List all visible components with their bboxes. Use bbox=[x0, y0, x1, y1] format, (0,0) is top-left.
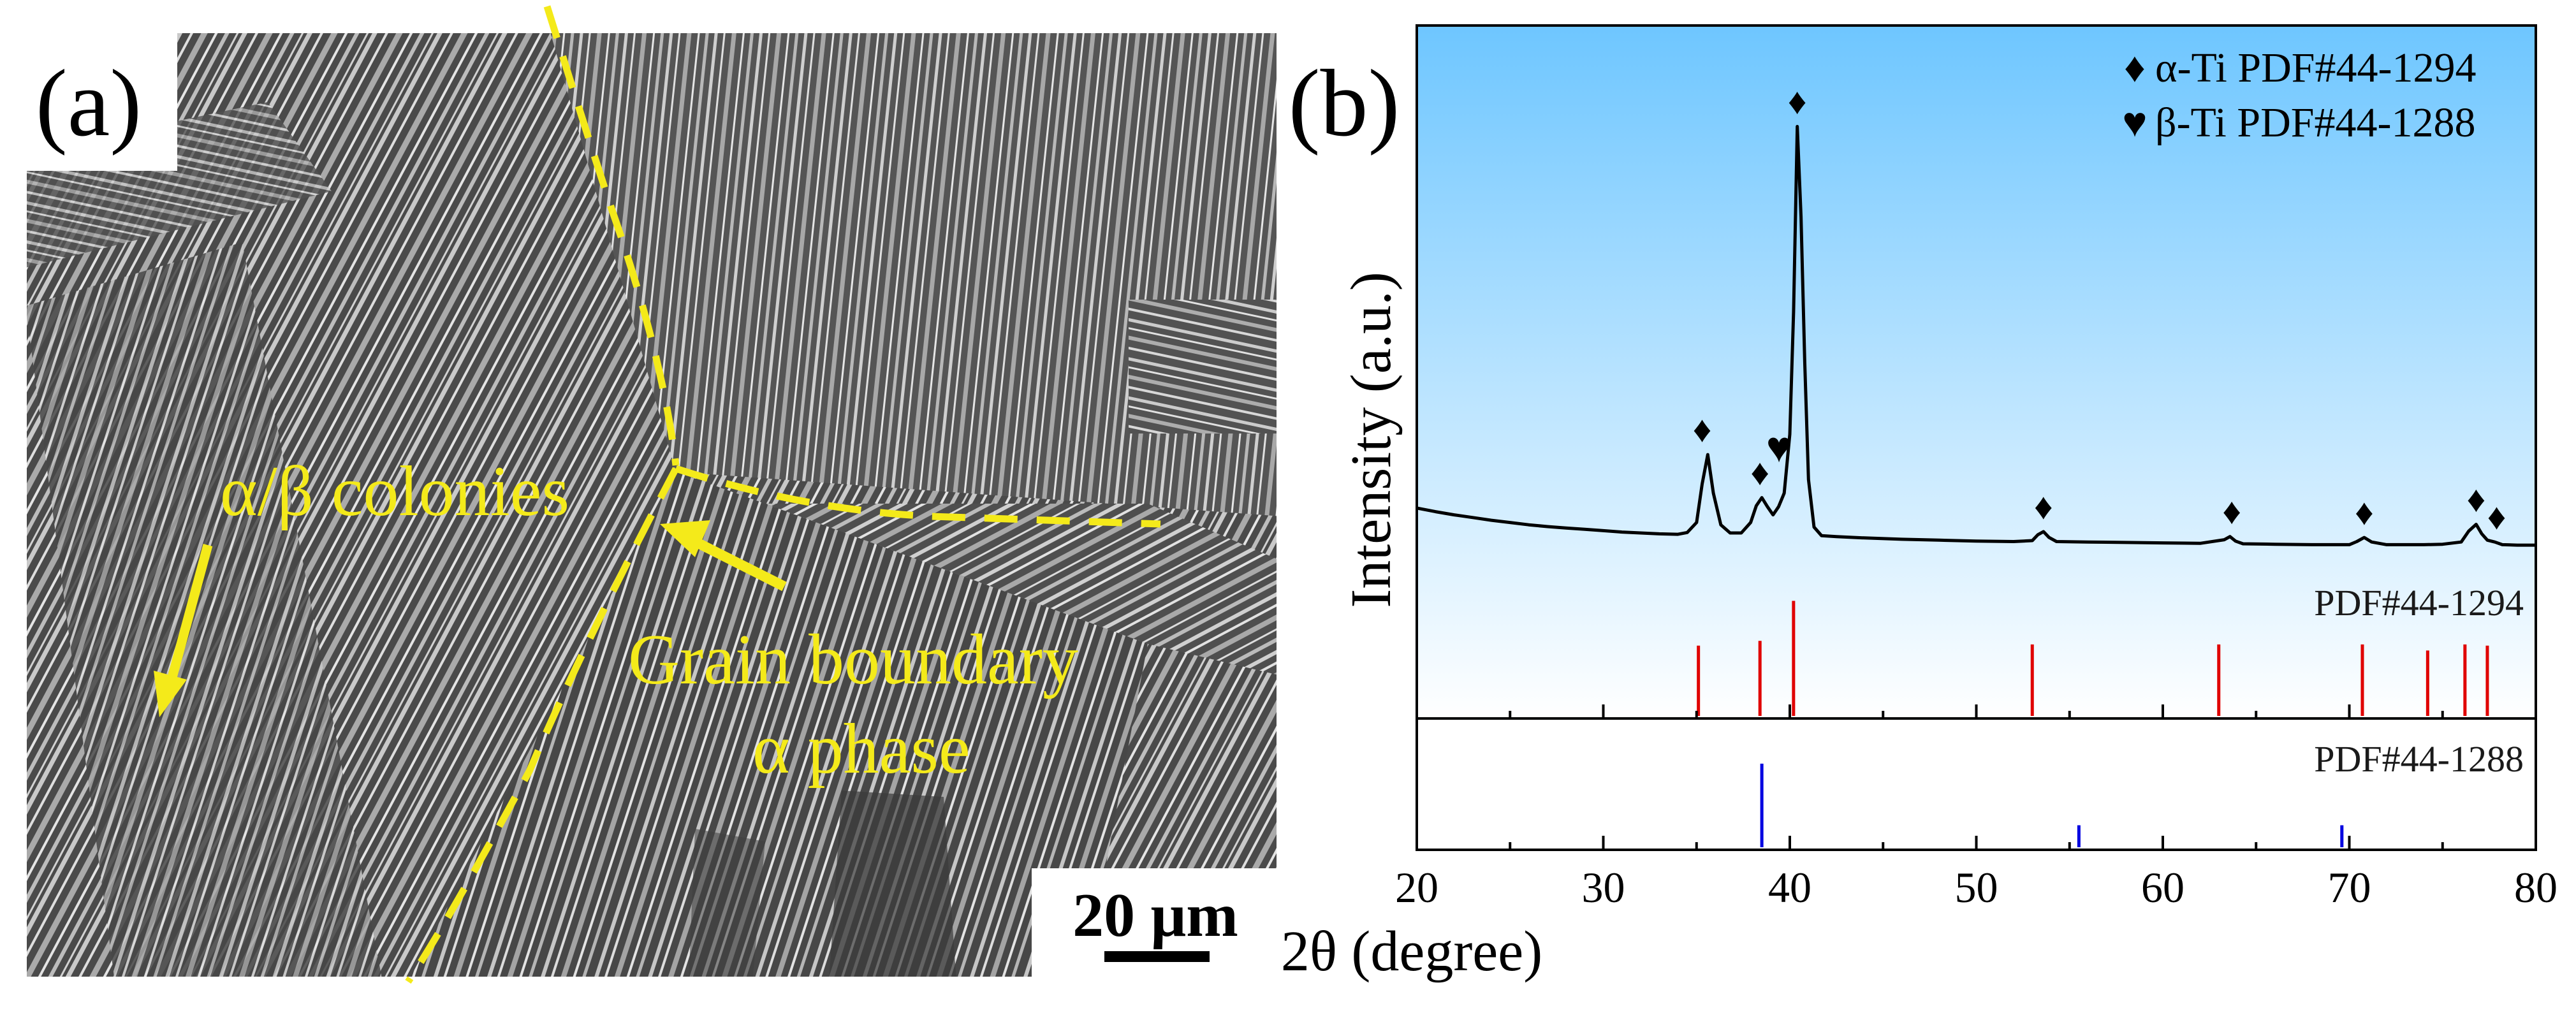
x-tick-label: 20 bbox=[1395, 863, 1438, 912]
xrd-panel: (b) 20 30 40 50 60 70 80 ♦♦♥♦♦ ♦ ♦ ♦ ♦ PDF#44-1294… bbox=[1281, 24, 2558, 983]
x-tick-label: 80 bbox=[2514, 863, 2558, 912]
grain-boundary-lower bbox=[405, 467, 679, 984]
alpha-peak-marker: ♦ bbox=[2222, 491, 2241, 532]
x-tick-label: 30 bbox=[1582, 863, 1625, 912]
scale-bar-box bbox=[1032, 868, 1277, 1010]
x-tick-label: 50 bbox=[1955, 863, 1998, 912]
alpha-peak-marker: ♦ bbox=[1693, 409, 1712, 450]
reference-label-beta: PDF#44-1288 bbox=[2314, 738, 2524, 780]
legend-label-alpha: α-Ti PDF#44-1294 bbox=[2155, 45, 2476, 91]
sem-micrograph bbox=[27, 33, 1277, 977]
legend-symbol-beta: ♥ bbox=[2122, 99, 2147, 146]
alpha-peak-marker: ♦ bbox=[1750, 452, 1769, 493]
axis-ticks: 20 30 40 50 60 70 80 bbox=[1395, 704, 2558, 912]
alpha-peak-marker: ♦ bbox=[1788, 80, 1807, 122]
scale-bar-label: 20 μm bbox=[1072, 881, 1238, 950]
boundary-annotation-line1: Grain boundary bbox=[628, 620, 1078, 699]
plot-background bbox=[1417, 26, 2536, 718]
peak-markers: ♦♦♥♦♦ ♦ ♦ ♦ ♦ bbox=[1693, 80, 2506, 537]
plot-frame bbox=[1416, 24, 2537, 851]
alpha-peak-marker: ♦ bbox=[2487, 496, 2506, 537]
annotation-arrows bbox=[154, 520, 787, 717]
boundary-arrow bbox=[696, 538, 787, 592]
colonies-annotation: α/β colonies bbox=[220, 452, 569, 531]
panel-label-b: (b) bbox=[1289, 50, 1400, 156]
legend-symbol-alpha: ♦ bbox=[2124, 45, 2146, 91]
reference-background bbox=[1417, 718, 2536, 850]
colonies-arrowhead bbox=[154, 671, 187, 717]
x-tick-label: 60 bbox=[2141, 863, 2184, 912]
reference-label-alpha: PDF#44-1294 bbox=[2314, 582, 2524, 623]
x-tick-label: 70 bbox=[2328, 863, 2371, 912]
grain-boundary-upper bbox=[543, 5, 680, 466]
scale-bar bbox=[1104, 951, 1210, 962]
grain-boundary-lines bbox=[405, 5, 1161, 984]
xrd-pattern bbox=[1416, 124, 2536, 547]
boundary-arrowhead bbox=[660, 520, 710, 557]
y-axis-label: Intensity (a.u.) bbox=[1340, 272, 1403, 608]
x-axis-label: 2θ (degree) bbox=[1281, 920, 1542, 983]
alpha-peak-marker: ♦ bbox=[2355, 492, 2374, 533]
xrd-series-line bbox=[1416, 124, 2536, 547]
colonies-arrow bbox=[166, 544, 213, 683]
sem-panel: (a) α/β colonies Grain boundary α phase … bbox=[0, 0, 1277, 1010]
boundary-annotation-line2: α phase bbox=[752, 710, 970, 789]
legend: ♦ α-Ti PDF#44-1294 ♥ β-Ti PDF#44-1288 bbox=[2122, 45, 2476, 146]
x-tick-label: 40 bbox=[1768, 863, 1811, 912]
grain-boundary-right bbox=[675, 465, 1161, 528]
reference-lines bbox=[1697, 601, 2489, 847]
alpha-peak-marker: ♦ bbox=[2467, 478, 2486, 520]
legend-label-beta: β-Ti PDF#44-1288 bbox=[2155, 99, 2475, 146]
panel-label-a: (a) bbox=[36, 50, 142, 156]
alpha-peak-marker: ♦ bbox=[2034, 486, 2053, 527]
beta-peak-marker: ♥ bbox=[1766, 423, 1792, 472]
